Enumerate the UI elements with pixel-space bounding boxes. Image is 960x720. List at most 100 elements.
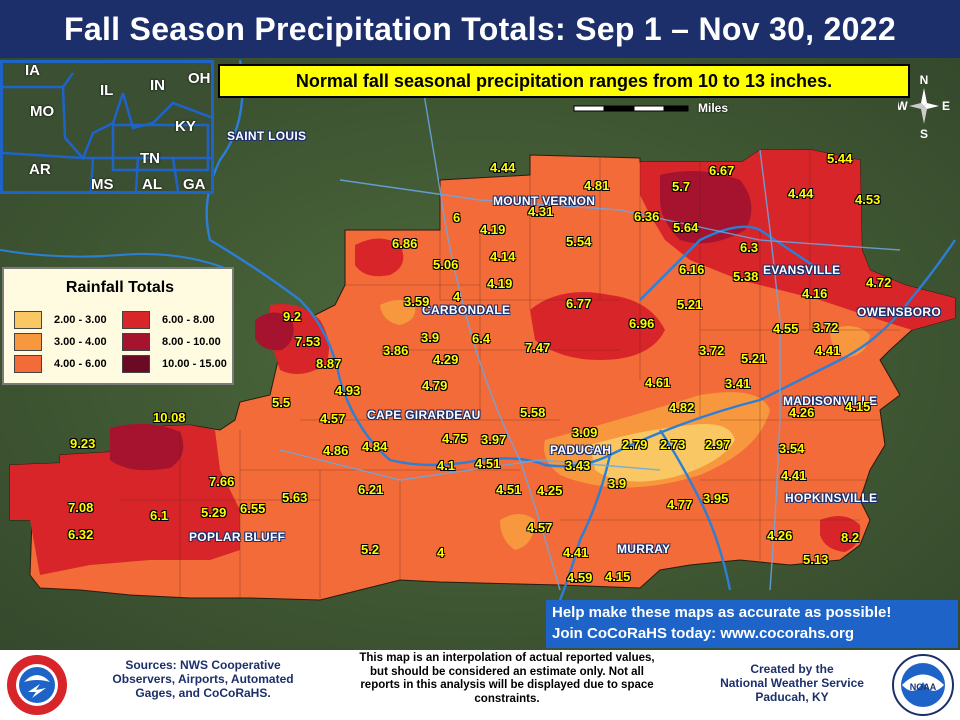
precip-value: 9.2 (283, 309, 302, 324)
precip-value: 4.61 (645, 375, 671, 390)
legend-item: 10.00 - 15.00 (122, 355, 227, 373)
inset-state-ia: IA (25, 62, 40, 79)
precip-value: 4.1 (437, 458, 456, 473)
precip-value: 4.41 (815, 343, 841, 358)
legend-range: 3.00 - 4.00 (54, 336, 107, 348)
precip-value: 7.47 (525, 340, 551, 355)
precip-value: 3.54 (779, 441, 805, 456)
precip-value: 4 (453, 289, 461, 304)
precip-value: 4.81 (584, 178, 610, 193)
precip-value: 4.59 (567, 570, 593, 585)
precip-value: 6.96 (629, 316, 655, 331)
inset-state-mo: MO (30, 103, 55, 120)
footer-disclaimer: This map is an interpolation of actual r… (322, 652, 692, 706)
precip-value: 5.2 (361, 542, 380, 557)
precip-value: 3.95 (703, 491, 729, 506)
precip-value: 5.63 (282, 490, 308, 505)
precip-value: 4.44 (788, 186, 814, 201)
precip-value: 4 (437, 545, 445, 560)
precip-value: 9.23 (70, 436, 96, 451)
city-madisonville: MADISONVILLE (783, 394, 878, 408)
footer-sources-line: Observers, Airports, Automated (112, 672, 294, 686)
footer-sources-line: Gages, and CoCoRaHS. (135, 686, 271, 700)
precip-value: 4.57 (527, 520, 553, 535)
precip-value: 3.9 (421, 330, 440, 345)
precip-value: 6.67 (709, 163, 735, 178)
precip-value: 4.72 (866, 275, 892, 290)
precip-value: 3.09 (572, 425, 598, 440)
inset-state-oh: OH (188, 70, 211, 87)
precip-value: 5.06 (433, 257, 459, 272)
precip-value: 4.86 (323, 443, 349, 458)
city-carbondale: CARBONDALE (422, 303, 511, 317)
footer-sources: Sources: NWS Cooperative Observers, Airp… (88, 658, 318, 700)
precip-value: 4.15 (605, 569, 631, 584)
precipitation-map: SAINT LOUIS MOUNT VERNON CARBONDALE EVAN… (0, 58, 960, 650)
legend-swatch (14, 333, 42, 351)
cocorahs-banner: Help make these maps as accurate as poss… (546, 600, 958, 648)
compass-n: N (920, 73, 929, 87)
inset-state-in: IN (150, 77, 165, 94)
footer-sources-line: Sources: NWS Cooperative (125, 658, 281, 672)
noaa-logo-text: NOAA (910, 682, 937, 692)
legend-swatch (14, 355, 42, 373)
city-hopkinsville: HOPKINSVILLE (785, 491, 878, 505)
inset-state-ky: KY (175, 118, 196, 135)
precip-value: 5.29 (201, 505, 227, 520)
inset-state-ar: AR (29, 161, 51, 178)
footer-credit: Created by the National Weather Service … (700, 662, 884, 704)
inset-state-ms: MS (91, 176, 114, 193)
precip-value: 3.9 (608, 476, 627, 491)
inset-state-tn: TN (140, 150, 160, 167)
legend-item: 3.00 - 4.00 (14, 333, 107, 351)
city-saint-louis: SAINT LOUIS (227, 129, 307, 143)
inset-canvas (3, 63, 211, 191)
normal-precip-note: Normal fall seasonal precipitation range… (218, 64, 910, 98)
city-mount-vernon: MOUNT VERNON (493, 194, 596, 208)
precip-value: 6.3 (740, 240, 759, 255)
region-3-4-c (380, 300, 416, 325)
precip-value: 6 (453, 210, 461, 225)
precip-value: 4.53 (855, 192, 881, 207)
precip-value: 6.4 (472, 331, 491, 346)
precip-value: 3.72 (813, 320, 839, 335)
legend-item: 4.00 - 6.00 (14, 355, 107, 373)
legend-swatch (122, 311, 150, 329)
footer-credit-line: National Weather Service (720, 676, 864, 690)
legend-range: 8.00 - 10.00 (162, 336, 221, 348)
precip-value: 4.41 (781, 468, 807, 483)
footer-note-line: reports in this analysis will be display… (360, 679, 654, 691)
legend-swatch (122, 333, 150, 351)
precip-value: 4.55 (773, 321, 799, 336)
region-8-10-a (660, 171, 752, 244)
scale-bar (573, 105, 689, 112)
map-title: Fall Season Precipitation Totals: Sep 1 … (0, 0, 960, 58)
region-6-8-se (820, 516, 861, 552)
precip-value: 6.21 (358, 482, 384, 497)
region-6-8-nw (355, 238, 404, 277)
compass-w: W (898, 99, 908, 113)
precip-value: 4.51 (475, 456, 501, 471)
city-paducah: PADUCAH (550, 443, 612, 457)
precip-value: 4.82 (669, 400, 695, 415)
precip-value: 7.08 (68, 500, 94, 515)
precip-value: 4.19 (487, 276, 513, 291)
precip-value: 4.15 (845, 399, 871, 414)
compass-e: E (942, 99, 950, 113)
region-3-4-d (500, 514, 535, 550)
region-3-4-b (830, 326, 870, 358)
legend-item: 2.00 - 3.00 (14, 311, 107, 329)
precip-value: 3.41 (725, 376, 751, 391)
precip-value: 7.66 (209, 474, 235, 489)
rivers (205, 59, 956, 601)
scale-label: Miles (698, 101, 729, 115)
city-evansville: EVANSVILLE (763, 263, 841, 277)
precip-value: 3.86 (383, 343, 409, 358)
noaa-logo-icon: NOAA (892, 654, 954, 716)
city-owensboro: OWENSBORO (857, 305, 942, 319)
precip-value: 4.26 (767, 528, 793, 543)
precip-value: 4.16 (802, 286, 828, 301)
precip-value: 4.51 (496, 482, 522, 497)
precip-value: 4.79 (422, 378, 448, 393)
county-lines (120, 150, 900, 598)
